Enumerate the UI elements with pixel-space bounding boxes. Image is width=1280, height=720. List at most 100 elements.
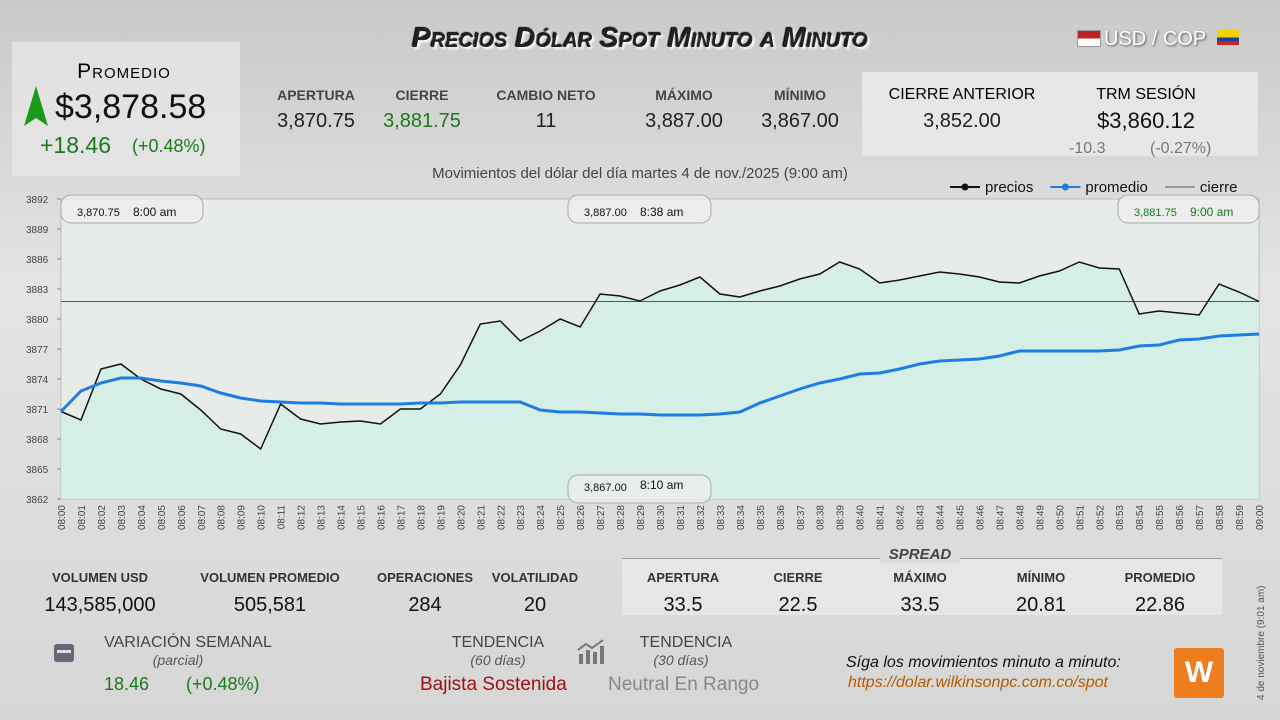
volume-value: 20 [523,594,547,616]
spread-value: 20.81 [1015,594,1067,616]
annotation-value: 3,870.75 [77,207,120,219]
annotation-time: 8:10 am [640,478,683,492]
spread-label: MÍNIMO [1016,570,1066,585]
legend-label: precios [985,179,1033,196]
annotation-time: 8:38 am [640,205,683,219]
y-tick-label: 3874 [26,375,49,386]
y-tick-label: 3886 [26,255,49,266]
stat-value: 3,867.00 [761,110,839,132]
chart: Movimientos del dólar del día martes 4 d… [26,165,1266,530]
volume-value: 143,585,000 [44,594,156,616]
x-tick-label: 08:37 [796,505,807,530]
x-tick-label: 09:00 [1255,505,1266,530]
x-tick-label: 08:06 [177,505,188,530]
y-tick-label: 3892 [26,195,49,206]
x-tick-label: 08:33 [716,505,727,530]
spread-value: 22.5 [778,594,818,616]
annotation-box [1117,194,1260,224]
stat-label: MÍNIMO [773,87,827,103]
x-tick-label: 08:21 [476,505,487,530]
x-tick-label: 08:14 [337,505,348,530]
change: -10.3 [1069,140,1106,157]
promedio-price: $3,878.58 [55,88,207,126]
annotation: 3,881.75 9:00 am [1117,194,1260,224]
stat-value: 3,887.00 [645,110,723,132]
annotation-value: 3,887.00 [584,207,627,219]
area [61,262,1259,499]
y-tick-label: 3889 [26,225,49,236]
x-tick-label: 08:59 [1235,505,1246,530]
chart-subtitle: Movimientos del dólar del día martes 4 d… [432,165,848,182]
trend-value: Neutral En Rango [608,674,760,695]
y-tick-label: 3862 [26,495,49,506]
x-tick-label: 08:41 [876,505,887,530]
y-tick-label: 3868 [26,435,49,446]
weekly-change: 18.46 [104,674,150,694]
spread-label: MÁXIMO [893,570,947,585]
change-pct: (-0.27%) [1150,140,1212,157]
x-tick-label: 08:10 [257,505,268,530]
x-tick-label: 08:44 [936,505,947,530]
y-tick-label: 3865 [26,465,49,476]
x-tick-label: 08:12 [297,505,308,530]
calendar-icon [54,644,74,662]
x-tick-label: 08:51 [1075,505,1086,530]
y-tick-label: 3877 [26,345,49,356]
spread-value: 22.86 [1134,594,1186,616]
spread-title: SPREAD [880,546,960,563]
x-tick-label: 08:56 [1175,505,1186,530]
x-tick-label: 08:07 [197,505,208,530]
footer-url[interactable]: https://dolar.wilkinsonpc.com.co/spot [848,674,1108,691]
stat-value: 3,870.75 [277,110,355,132]
x-tick-label: 08:29 [636,505,647,530]
legend-label: promedio [1085,179,1148,196]
x-tick-label: 08:18 [416,505,427,530]
annotation-box [567,474,712,504]
x-tick-label: 08:28 [616,505,627,530]
x-tick-label: 08:19 [436,505,447,530]
weekly-note: (parcial) [152,652,204,668]
stat-label: MÁXIMO [655,87,713,103]
series-line [60,261,1260,451]
promedio-label: Promedio [77,60,171,83]
x-tick-label: 08:30 [656,505,667,530]
x-tick-label: 08:20 [456,505,467,530]
x-tick-label: 08:50 [1055,505,1066,530]
volume-label: VOLUMEN PROMEDIO [200,570,340,585]
trend-period: (60 días) [470,652,526,668]
volume-label: VOLUMEN USD [51,570,149,585]
x-tick-label: 08:54 [1135,505,1146,530]
annotation: 3,887.00 8:38 am [567,194,712,224]
x-tick-label: 08:34 [736,505,747,530]
spread-label: APERTURA [646,570,720,585]
flag-us [1077,30,1101,47]
x-tick-label: 08:03 [117,505,128,530]
x-tick-label: 08:55 [1155,505,1166,530]
x-tick-label: 08:53 [1115,505,1126,530]
previous-panel [862,72,1258,156]
logo: W [1174,648,1224,698]
x-tick-label: 08:31 [676,505,687,530]
x-tick-label: 08:35 [756,505,767,530]
x-tick-label: 08:47 [995,505,1006,530]
x-tick-label: 08:36 [776,505,787,530]
trend-label: TENDENCIA [639,634,733,651]
volume-label: OPERACIONES [376,570,474,585]
x-tick-label: 08:52 [1095,505,1106,530]
x-tick-label: 08:45 [956,505,967,530]
x-tick-label: 08:04 [137,505,148,530]
legend-label: cierre [1200,179,1238,196]
x-tick-label: 08:05 [157,505,168,530]
value: $3,860.12 [1097,108,1195,133]
x-tick-label: 08:27 [596,505,607,530]
y-tick-label: 3880 [26,315,49,326]
x-tick-label: 08:22 [496,505,507,530]
volume-label: VOLATILIDAD [491,570,579,585]
trend-period: (30 días) [653,652,709,668]
annotation-value: 3,867.00 [584,482,627,494]
stat-label: CIERRE [395,87,449,103]
stat-label: APERTURA [277,87,355,103]
x-tick-label: 08:00 [57,505,68,530]
volume-value: 284 [408,594,442,616]
